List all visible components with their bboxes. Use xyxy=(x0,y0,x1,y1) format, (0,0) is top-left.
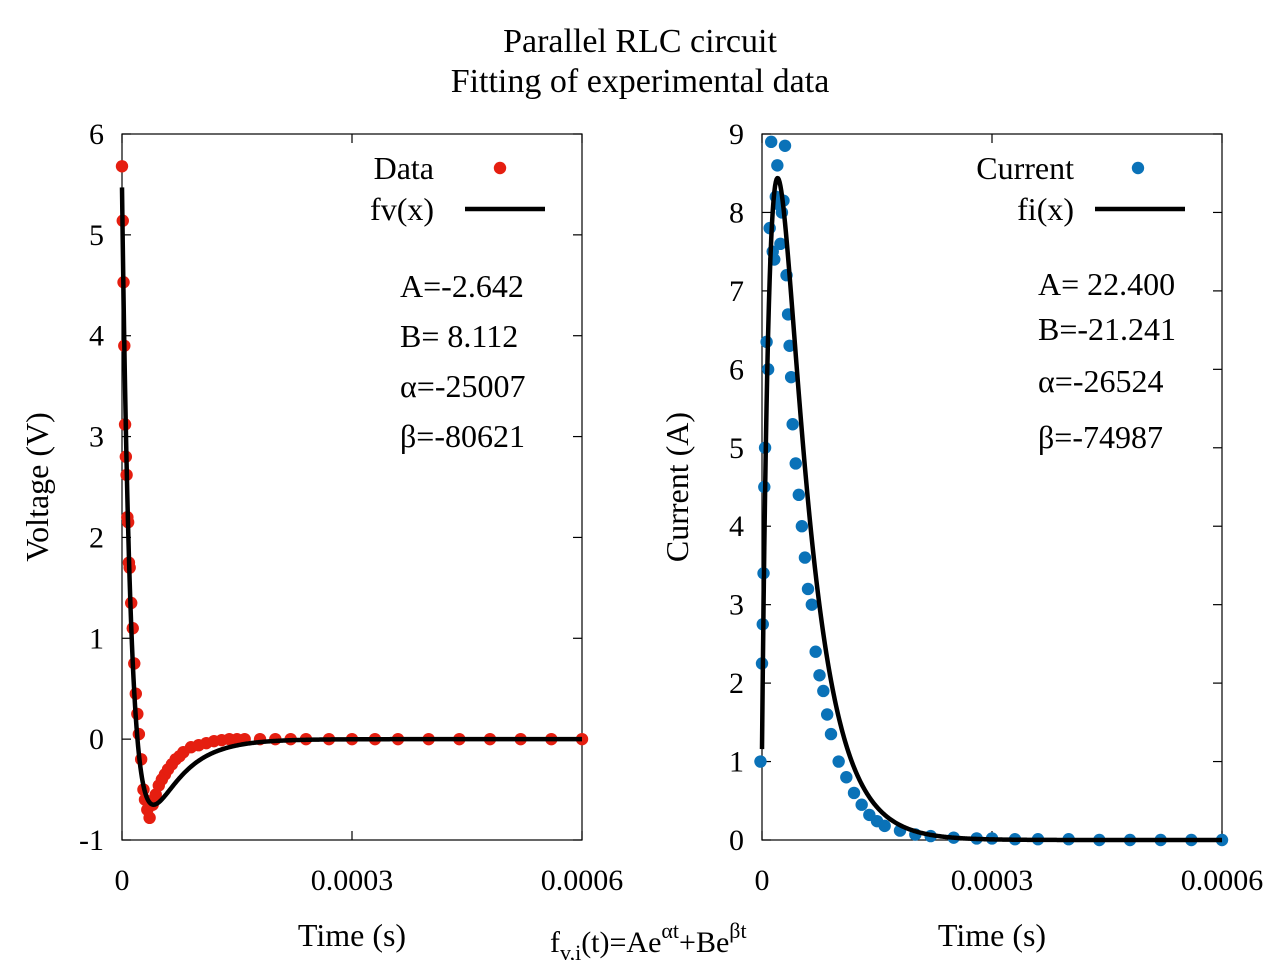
legend: Data fv(x) xyxy=(370,150,545,227)
legend: Current fi(x) xyxy=(976,150,1185,227)
y-tick-label: 3 xyxy=(89,421,104,454)
formula-sup-2: βt xyxy=(729,918,746,943)
fit-parameter: β=-80621 xyxy=(400,418,525,454)
data-point xyxy=(847,786,861,800)
y-tick-label: 2 xyxy=(729,667,744,700)
data-point xyxy=(798,551,812,564)
x-tick-label: 0.0006 xyxy=(1181,864,1264,897)
data-point xyxy=(805,598,819,611)
x-tick-label: 0 xyxy=(115,864,130,897)
data-points xyxy=(754,135,1229,847)
data-point xyxy=(765,135,778,149)
x-tick-label: 0.0006 xyxy=(541,864,624,897)
y-tick-label: 1 xyxy=(729,746,744,779)
data-point xyxy=(795,520,809,533)
y-tick-label: 4 xyxy=(89,320,104,353)
data-point xyxy=(855,798,868,811)
y-tick-label: 8 xyxy=(729,196,744,229)
formula-mid: (t)=Ae xyxy=(581,926,661,959)
legend-marker-data xyxy=(1131,161,1145,175)
legend-label-fit: fv(x) xyxy=(370,191,434,227)
fit-parameters: A=-2.642 B= 8.112 α=-25007 β=-80621 xyxy=(400,268,525,454)
data-point xyxy=(820,708,834,721)
data-point xyxy=(840,771,853,784)
formula-sub: v,i xyxy=(560,940,581,960)
y-tick-label: 0 xyxy=(729,824,744,857)
fit-parameters: A= 22.400 B=-21.241 α=-26524 β=-74987 xyxy=(1038,266,1176,455)
formula-f: f xyxy=(550,926,560,959)
y-tick-label: 7 xyxy=(729,275,744,308)
legend-label-fit: fi(x) xyxy=(1017,191,1074,227)
y-tick-label: 0 xyxy=(89,723,104,756)
legend-marker-data xyxy=(493,161,507,175)
formula-sup-1: αt xyxy=(661,918,679,943)
fit-parameter: B= 8.112 xyxy=(400,318,518,354)
fit-curve xyxy=(759,175,1224,843)
y-tick-label: 5 xyxy=(729,432,744,465)
legend-label-data: Current xyxy=(976,150,1074,186)
y-axis-label: Current (A) xyxy=(659,412,695,562)
data-point xyxy=(824,727,838,741)
fit-parameter: B=-21.241 xyxy=(1038,311,1176,347)
data-points xyxy=(115,160,589,825)
formula-plus: +Be xyxy=(679,926,729,959)
data-point xyxy=(754,755,767,768)
data-point xyxy=(878,819,891,833)
fit-parameter: A=-2.642 xyxy=(400,268,524,304)
data-point xyxy=(115,160,129,173)
fit-parameter: A= 22.400 xyxy=(1038,266,1175,302)
fit-formula: fv,i(t)=Aeαt+Beβt xyxy=(550,918,747,960)
y-tick-label: 4 xyxy=(729,510,744,543)
data-point xyxy=(786,418,799,431)
y-axis-label: Voltage (V) xyxy=(19,412,55,562)
y-tick-label: 6 xyxy=(729,353,744,386)
x-tick-label: 0 xyxy=(755,864,770,897)
x-tick-label: 0.0003 xyxy=(311,864,394,897)
voltage-panel: -1 0 1 2 3 4 5 6 0 0.0003 0.0006 Time (s) Voltage (V… xyxy=(19,118,623,953)
chart-title-line-2: Fitting of experimental data xyxy=(451,63,830,100)
data-point xyxy=(809,645,822,658)
y-tick-label: 1 xyxy=(89,622,104,655)
current-panel: 0 1 2 3 4 5 6 7 8 9 0 0.0003 0.0006 Time (s) Current (… xyxy=(659,118,1263,953)
data-point xyxy=(789,457,802,470)
data-point xyxy=(792,488,805,502)
legend-label-data: Data xyxy=(374,150,434,186)
data-point xyxy=(784,370,798,384)
y-tick-label: 9 xyxy=(729,118,744,151)
chart-title-line-1: Parallel RLC circuit xyxy=(503,23,777,60)
fit-parameter: β=-74987 xyxy=(1038,419,1163,455)
y-tick-label: 6 xyxy=(89,118,104,151)
fit-parameter: α=-26524 xyxy=(1038,363,1163,399)
fit-curve xyxy=(119,187,584,807)
data-point xyxy=(832,755,845,768)
x-axis-label: Time (s) xyxy=(298,917,406,953)
data-point xyxy=(801,582,815,596)
fit-parameter: α=-25007 xyxy=(400,368,525,404)
data-point xyxy=(778,139,792,152)
data-point xyxy=(813,669,826,682)
y-tick-label: -1 xyxy=(79,824,104,857)
data-point xyxy=(143,811,156,825)
data-point xyxy=(817,684,830,698)
x-axis-label: Time (s) xyxy=(938,917,1046,953)
y-tick-label: 2 xyxy=(89,521,104,554)
y-tick-label: 5 xyxy=(89,219,104,252)
x-tick-label: 0.0003 xyxy=(951,864,1034,897)
data-point xyxy=(771,159,784,172)
y-tick-label: 3 xyxy=(729,589,744,622)
data-point xyxy=(774,237,787,251)
